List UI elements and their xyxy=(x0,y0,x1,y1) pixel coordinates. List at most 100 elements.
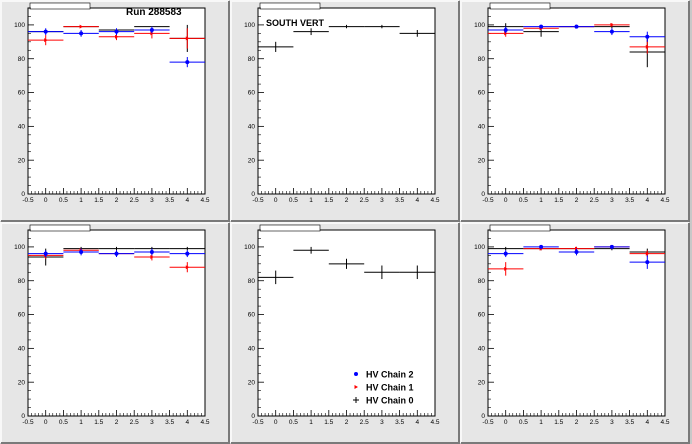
y-tick-label: 0 xyxy=(21,191,25,198)
x-tick-label: 3.5 xyxy=(165,197,174,204)
x-tick-label: 3 xyxy=(610,419,614,426)
x-tick-label: 3.5 xyxy=(395,197,404,204)
x-tick-label: 2 xyxy=(345,419,349,426)
panel-annotation: SOUTH VERT xyxy=(266,18,325,28)
histogram-title-box xyxy=(259,2,321,10)
data-point-marker xyxy=(115,34,119,39)
data-point-marker xyxy=(574,249,579,254)
x-tick-label: 1 xyxy=(309,419,313,426)
histogram-title-box xyxy=(259,224,321,232)
x-tick-label: 2.5 xyxy=(360,419,369,426)
data-point-marker xyxy=(503,27,508,32)
y-tick-label: 0 xyxy=(21,413,25,420)
x-tick-label: 1.5 xyxy=(324,197,333,204)
x-tick-label: 3.5 xyxy=(625,197,634,204)
x-tick-label: 3 xyxy=(380,419,384,426)
x-tick-label: 1 xyxy=(539,197,543,204)
x-tick-label: 3 xyxy=(150,197,154,204)
legend-label: HV Chain 0 xyxy=(366,396,414,406)
plot-frame xyxy=(257,7,436,195)
x-tick-label: 2.5 xyxy=(590,197,599,204)
y-tick-label: 40 xyxy=(248,124,256,131)
x-tick-label: 0.5 xyxy=(289,197,298,204)
x-tick-label: 2.5 xyxy=(590,419,599,426)
legend-entry-chain0: HV Chain 0 xyxy=(353,396,414,406)
data-point-marker xyxy=(185,36,190,41)
x-tick-label: -0.5 xyxy=(482,197,494,204)
x-tick-label: 4.5 xyxy=(660,197,669,204)
data-point-marker xyxy=(645,44,650,49)
x-tick-label: 1.5 xyxy=(324,419,333,426)
legend-marker xyxy=(354,385,358,389)
x-tick-label: 1 xyxy=(539,419,543,426)
x-tick-label: 4 xyxy=(185,419,189,426)
legend-marker xyxy=(354,372,358,376)
x-tick-label: 3.5 xyxy=(395,419,404,426)
panel-bevel-dark xyxy=(461,1,690,222)
x-tick-label: 0 xyxy=(44,197,48,204)
y-tick-label: 40 xyxy=(478,346,486,353)
plot-frame xyxy=(487,229,666,417)
data-point-marker xyxy=(185,60,190,65)
y-tick-label: 100 xyxy=(244,22,255,29)
y-tick-label: 20 xyxy=(18,157,26,164)
x-tick-label: 4.5 xyxy=(200,419,209,426)
x-tick-label: 0.5 xyxy=(519,419,528,426)
y-tick-label: 60 xyxy=(478,90,486,97)
panel-bevel-light xyxy=(0,0,229,221)
y-tick-label: 80 xyxy=(248,278,256,285)
legend-label: HV Chain 2 xyxy=(366,370,414,380)
panel-bevel-dark xyxy=(1,1,230,222)
data-point-marker xyxy=(79,24,84,29)
data-point-marker xyxy=(504,266,508,271)
x-tick-label: 1 xyxy=(79,419,83,426)
x-tick-label: -0.5 xyxy=(252,419,264,426)
data-point-marker xyxy=(503,251,508,256)
panel-bevel-dark xyxy=(1,223,230,444)
histogram-title-box xyxy=(489,2,551,10)
y-tick-label: 40 xyxy=(18,124,26,131)
panel-bevel-light xyxy=(230,222,459,443)
series-chain2 xyxy=(488,24,665,42)
x-tick-label: 0 xyxy=(44,419,48,426)
x-tick-label: 0 xyxy=(274,419,278,426)
x-tick-label: 1 xyxy=(79,197,83,204)
x-tick-label: 2 xyxy=(115,197,119,204)
x-tick-label: 3.5 xyxy=(625,419,634,426)
x-tick-label: 4 xyxy=(185,197,189,204)
x-tick-label: 3.5 xyxy=(165,419,174,426)
y-tick-label: 60 xyxy=(18,90,26,97)
x-tick-label: 4.5 xyxy=(430,419,439,426)
x-tick-label: 1.5 xyxy=(554,419,563,426)
y-tick-label: 100 xyxy=(474,244,485,251)
x-tick-label: 0.5 xyxy=(59,419,68,426)
data-point-marker xyxy=(645,34,650,39)
y-tick-label: 0 xyxy=(481,413,485,420)
data-point-marker xyxy=(149,249,154,254)
y-tick-label: 0 xyxy=(481,191,485,198)
x-tick-label: 3 xyxy=(150,419,154,426)
y-tick-label: 20 xyxy=(248,157,256,164)
plot-frame xyxy=(487,7,666,195)
x-tick-label: -0.5 xyxy=(252,197,264,204)
x-tick-label: 2.5 xyxy=(130,419,139,426)
data-point-marker xyxy=(79,249,84,254)
y-tick-label: 100 xyxy=(14,22,25,29)
series-chain0 xyxy=(258,246,435,285)
data-point-marker xyxy=(539,244,544,249)
y-tick-label: 20 xyxy=(248,379,256,386)
x-tick-label: 2.5 xyxy=(130,197,139,204)
legend-label: HV Chain 1 xyxy=(366,383,414,393)
x-tick-label: 1 xyxy=(309,197,313,204)
data-point-marker xyxy=(44,38,48,43)
x-tick-label: 2.5 xyxy=(360,197,369,204)
data-point-marker xyxy=(609,29,614,34)
x-tick-label: 3 xyxy=(610,197,614,204)
y-tick-label: 40 xyxy=(248,346,256,353)
x-tick-label: 0.5 xyxy=(519,197,528,204)
panel-bevel-dark xyxy=(231,223,460,444)
series-chain2 xyxy=(28,248,205,258)
